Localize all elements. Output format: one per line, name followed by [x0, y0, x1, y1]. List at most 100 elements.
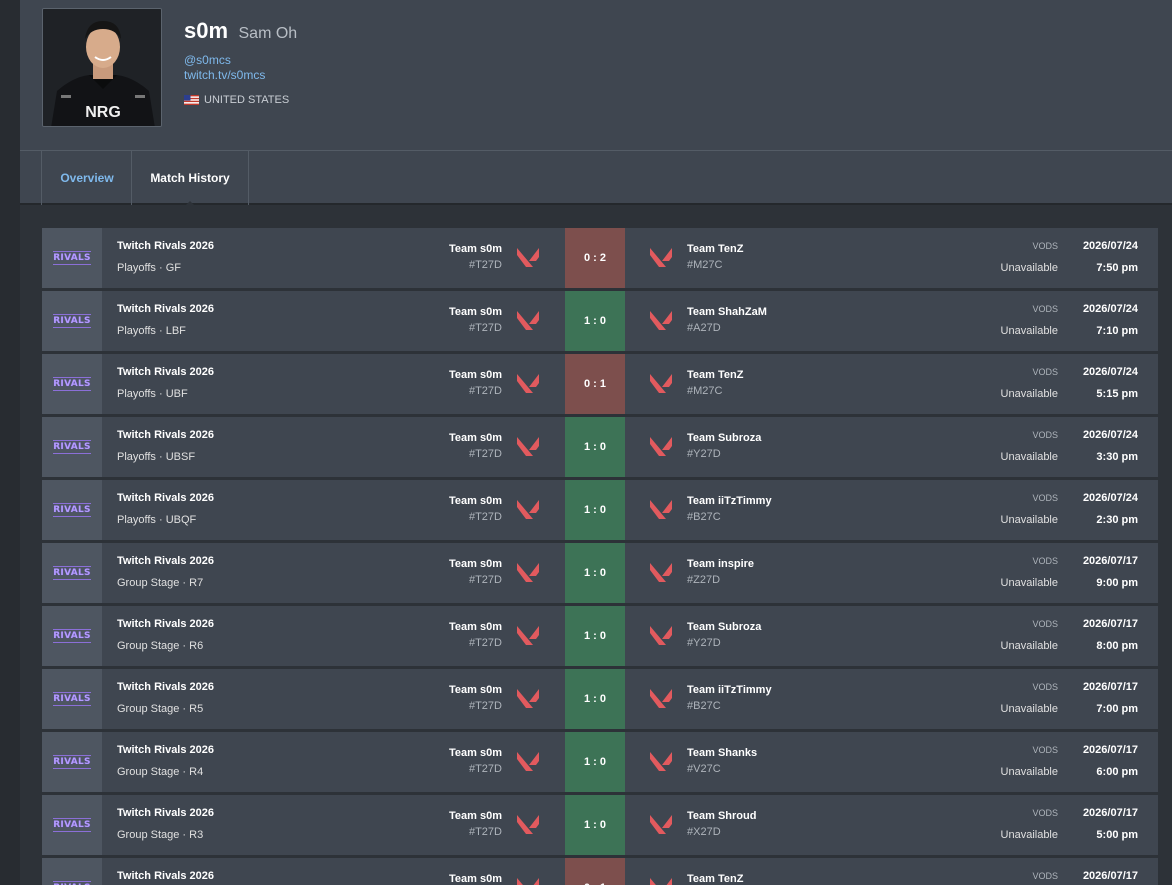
rivals-logo-icon: RIVALS [53, 377, 91, 391]
event-name: Twitch Rivals 2026 [117, 492, 215, 504]
team-a-name: Team s0m [449, 684, 502, 696]
event-name: Twitch Rivals 2026 [117, 807, 215, 819]
match-row[interactable]: RIVALS Twitch Rivals 2026 Group Stage · … [42, 543, 1158, 603]
event-logo: RIVALS [42, 858, 102, 885]
event-name: Twitch Rivals 2026 [117, 555, 215, 567]
valorant-icon [517, 563, 539, 582]
team-a: Team s0m [449, 873, 502, 885]
event-logo: RIVALS [42, 480, 102, 540]
team-b: Team ShahZaM #A27D [687, 306, 767, 334]
team-a-name: Team s0m [449, 810, 502, 822]
team-b: Team TenZ [687, 873, 743, 885]
match-row[interactable]: RIVALS Twitch Rivals 2026 Group Stage · … [42, 606, 1158, 666]
valorant-icon [650, 815, 672, 834]
match-score: 1 : 0 [565, 669, 625, 729]
match-row[interactable]: RIVALS Twitch Rivals 2026 Playoffs · LBF… [42, 291, 1158, 351]
valorant-icon [650, 689, 672, 708]
match-row[interactable]: RIVALS Twitch Rivals 2026 Group Stage · … [42, 795, 1158, 855]
rivals-logo-icon: RIVALS [53, 503, 91, 517]
match-time: 9:00 pm [1096, 577, 1138, 589]
valorant-icon [650, 752, 672, 771]
rivals-logo-icon: RIVALS [53, 314, 91, 328]
event-stage: Playoffs · UBSF [117, 451, 196, 463]
team-b: Team inspire #Z27D [687, 558, 754, 586]
match-date: 2026/07/24 [1082, 429, 1138, 441]
match-score: 1 : 0 [565, 732, 625, 792]
team-b-tag: #Y27D [687, 637, 721, 649]
twitter-link[interactable]: @s0mcs [184, 53, 231, 67]
team-b-tag: #B27C [687, 511, 721, 523]
team-b: Team iiTzTimmy #B27C [687, 495, 772, 523]
match-score: 1 : 0 [565, 417, 625, 477]
valorant-icon [517, 311, 539, 330]
team-a-name: Team s0m [449, 621, 502, 633]
team-b-name: Team Subroza [687, 432, 762, 444]
team-a: Team s0m #T27D [449, 243, 502, 271]
player-name-row: s0m Sam Oh [184, 18, 297, 44]
team-b-name: Team TenZ [687, 369, 744, 381]
team-b-name: Team inspire [687, 558, 755, 570]
twitch-link[interactable]: twitch.tv/s0mcs [184, 68, 266, 82]
player-avatar: NRG [42, 8, 162, 127]
team-b-tag: #Z27D [687, 574, 721, 586]
team-a-tag: #T27D [468, 700, 502, 712]
match-row[interactable]: RIVALS Twitch Rivals 2026 Group Stage · … [42, 732, 1158, 792]
team-b: Team iiTzTimmy #B27C [687, 684, 772, 712]
team-a-name: Team s0m [449, 243, 502, 255]
match-date: 2026/07/17 [1082, 681, 1138, 693]
team-a-name: Team s0m [449, 306, 502, 318]
vods-label: VODS [1032, 430, 1058, 440]
team-a-name: Team s0m [449, 873, 502, 885]
vods-label: VODS [1032, 304, 1058, 314]
vods-label: VODS [1032, 493, 1058, 503]
tab-overview[interactable]: Overview [41, 151, 132, 205]
team-a-tag: #T27D [468, 448, 502, 460]
match-time: 7:10 pm [1096, 325, 1138, 337]
event-logo: RIVALS [42, 417, 102, 477]
team-a-name: Team s0m [449, 747, 502, 759]
match-row[interactable]: RIVALS Twitch Rivals 2026 Playoffs · GF … [42, 228, 1158, 288]
left-gutter [0, 0, 20, 885]
match-row[interactable]: RIVALS Twitch Rivals 2026 Playoffs · UBQ… [42, 480, 1158, 540]
team-b: Team TenZ #M27C [687, 369, 743, 397]
valorant-icon [650, 248, 672, 267]
tab-match-history[interactable]: Match History [131, 151, 249, 207]
team-a: Team s0m #T27D [449, 747, 502, 775]
vods-label: VODS [1032, 745, 1058, 755]
team-a: Team s0m #T27D [449, 495, 502, 523]
match-row[interactable]: RIVALS Twitch Rivals 2026 Team s0m 0 : 1… [42, 858, 1158, 885]
match-date: 2026/07/24 [1082, 366, 1138, 378]
team-a-tag: #T27D [468, 511, 502, 523]
match-date: 2026/07/17 [1082, 807, 1138, 819]
vods-status: Unavailable [1000, 262, 1058, 274]
event-stage: Group Stage · R5 [117, 703, 204, 715]
rivals-logo-icon: RIVALS [53, 251, 91, 265]
match-row[interactable]: RIVALS Twitch Rivals 2026 Playoffs · UBS… [42, 417, 1158, 477]
vods-label: VODS [1032, 241, 1058, 251]
team-a-tag: #T27D [468, 322, 502, 334]
event-stage: Playoffs · GF [117, 262, 181, 274]
match-date: 2026/07/17 [1082, 555, 1138, 567]
team-a: Team s0m #T27D [449, 369, 502, 397]
valorant-icon [517, 689, 539, 708]
match-row[interactable]: RIVALS Twitch Rivals 2026 Group Stage · … [42, 669, 1158, 729]
event-stage: Group Stage · R4 [117, 766, 204, 778]
vods-status: Unavailable [1000, 703, 1058, 715]
rivals-logo-icon: RIVALS [53, 629, 91, 643]
active-tab-caret [184, 201, 196, 207]
match-time: 2:30 pm [1096, 514, 1138, 526]
match-date: 2026/07/24 [1082, 303, 1138, 315]
event-name: Twitch Rivals 2026 [117, 429, 215, 441]
team-b-name: Team ShahZaM [687, 306, 767, 318]
jersey-text: NRG [85, 104, 121, 121]
team-b-name: Team Subroza [687, 621, 762, 633]
match-row[interactable]: RIVALS Twitch Rivals 2026 Playoffs · UBF… [42, 354, 1158, 414]
match-time: 5:15 pm [1096, 388, 1138, 400]
event-logo: RIVALS [42, 543, 102, 603]
event-name: Twitch Rivals 2026 [117, 681, 215, 693]
rivals-logo-icon: RIVALS [53, 881, 91, 885]
team-a: Team s0m #T27D [449, 306, 502, 334]
event-name: Twitch Rivals 2026 [117, 618, 215, 630]
match-time: 8:00 pm [1096, 640, 1138, 652]
event-logo: RIVALS [42, 228, 102, 288]
